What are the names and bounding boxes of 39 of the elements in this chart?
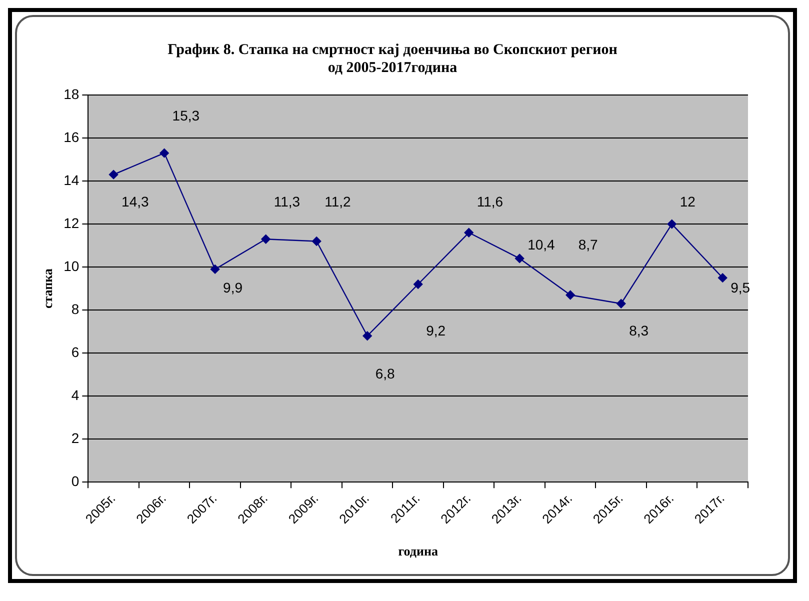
data-label: 11,6 <box>476 193 504 210</box>
y-tick-label: 12 <box>64 214 80 231</box>
data-label: 11,2 <box>324 193 351 210</box>
y-tick-label: 6 <box>71 344 80 360</box>
point <box>261 234 270 244</box>
point <box>413 280 423 289</box>
data-label: 9,9 <box>223 279 243 296</box>
point <box>312 236 322 246</box>
data-label: 8,7 <box>578 236 598 252</box>
data-label: 10,4 <box>528 236 556 252</box>
y-tick-label: 18 <box>64 86 80 102</box>
point <box>464 228 474 238</box>
y-tick-label: 0 <box>71 472 80 489</box>
y-tick-label: 10 <box>64 258 80 274</box>
data-label: 12 <box>680 193 696 210</box>
point <box>210 264 220 274</box>
point <box>515 254 524 264</box>
data-label: 15,3 <box>172 107 200 124</box>
point <box>108 170 118 180</box>
y-tick-label: 8 <box>71 300 80 317</box>
point <box>718 273 728 282</box>
data-label: 8,3 <box>629 322 649 338</box>
point <box>667 219 676 229</box>
point <box>362 331 372 340</box>
data-label: 14,3 <box>122 193 150 210</box>
y-axis-title: стапка <box>40 268 56 309</box>
data-label: 9,2 <box>426 322 446 338</box>
y-tick-label: 16 <box>64 128 80 145</box>
data-label: 6,8 <box>375 365 396 382</box>
y-tick-label: 4 <box>71 386 80 403</box>
data-label: 11,3 <box>274 193 300 210</box>
data-label: 9,5 <box>730 279 750 296</box>
point <box>616 299 626 308</box>
x-axis-title: година <box>398 544 438 559</box>
y-tick-label: 2 <box>71 430 80 446</box>
y-tick-label: 14 <box>64 172 80 188</box>
chart-title: График 8. Стапка на смртност кај доенчиња во Скопскиот регион од 2005-2017година <box>168 42 618 76</box>
point <box>566 290 575 300</box>
point <box>160 148 169 158</box>
